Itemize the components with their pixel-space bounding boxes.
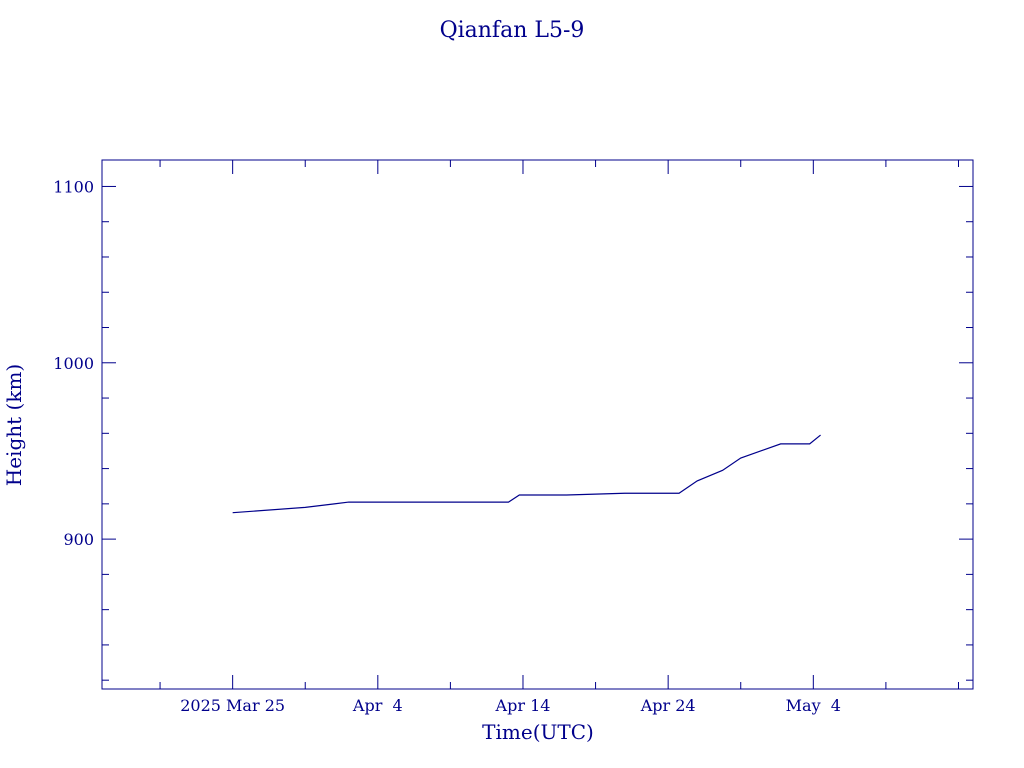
axis-ticks [102, 160, 973, 689]
x-tick-label: 2025 Mar 25 [180, 696, 285, 715]
x-axis-label: Time(UTC) [482, 720, 594, 744]
x-tick-label: May 4 [786, 696, 841, 715]
x-tick-label: Apr 24 [640, 696, 696, 715]
x-tick-label: Apr 4 [352, 696, 403, 715]
x-tick-label: Apr 14 [495, 696, 551, 715]
chart-title: Qianfan L5-9 [440, 18, 585, 43]
plot-frame [101, 159, 974, 690]
y-tick-label: 1100 [53, 177, 94, 196]
y-axis-label: Height (km) [2, 364, 26, 486]
y-tick-label: 900 [63, 530, 94, 549]
height-series-line [232, 434, 821, 514]
tick-labels: 2025 Mar 25 Apr 4 Apr 14 Apr 24 May 4 900 1000… [53, 177, 841, 715]
series-group [232, 434, 821, 514]
y-tick-label: 1000 [53, 354, 94, 373]
